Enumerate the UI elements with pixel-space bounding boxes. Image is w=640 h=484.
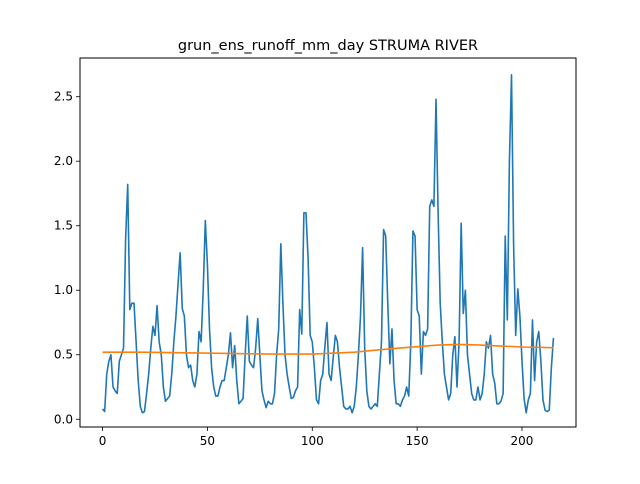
- axis-ticks: 0 50 100 150 200 0.0 0.5 1.0 1.5 2.0 2.5: [54, 90, 534, 448]
- x-tick-label: 150: [406, 434, 429, 448]
- y-tick-label: 0.5: [54, 348, 73, 362]
- plot-frame: [79, 57, 577, 428]
- x-tick-label: 0: [99, 434, 107, 448]
- series-lines: [101, 73, 555, 414]
- x-tick-label: 200: [511, 434, 534, 448]
- y-tick-label: 2.5: [54, 90, 73, 104]
- y-tick-label: 2.0: [54, 154, 73, 168]
- chart-title: grun_ens_runoff_mm_day STRUMA RIVER: [178, 38, 478, 54]
- y-tick-label: 0.0: [54, 412, 73, 426]
- y-tick-label: 1.5: [54, 219, 73, 233]
- series-line-0: [101, 73, 555, 414]
- x-tick-label: 50: [200, 434, 215, 448]
- series-line-1: [102, 343, 554, 355]
- x-tick-label: 100: [301, 434, 324, 448]
- y-tick-label: 1.0: [54, 283, 73, 297]
